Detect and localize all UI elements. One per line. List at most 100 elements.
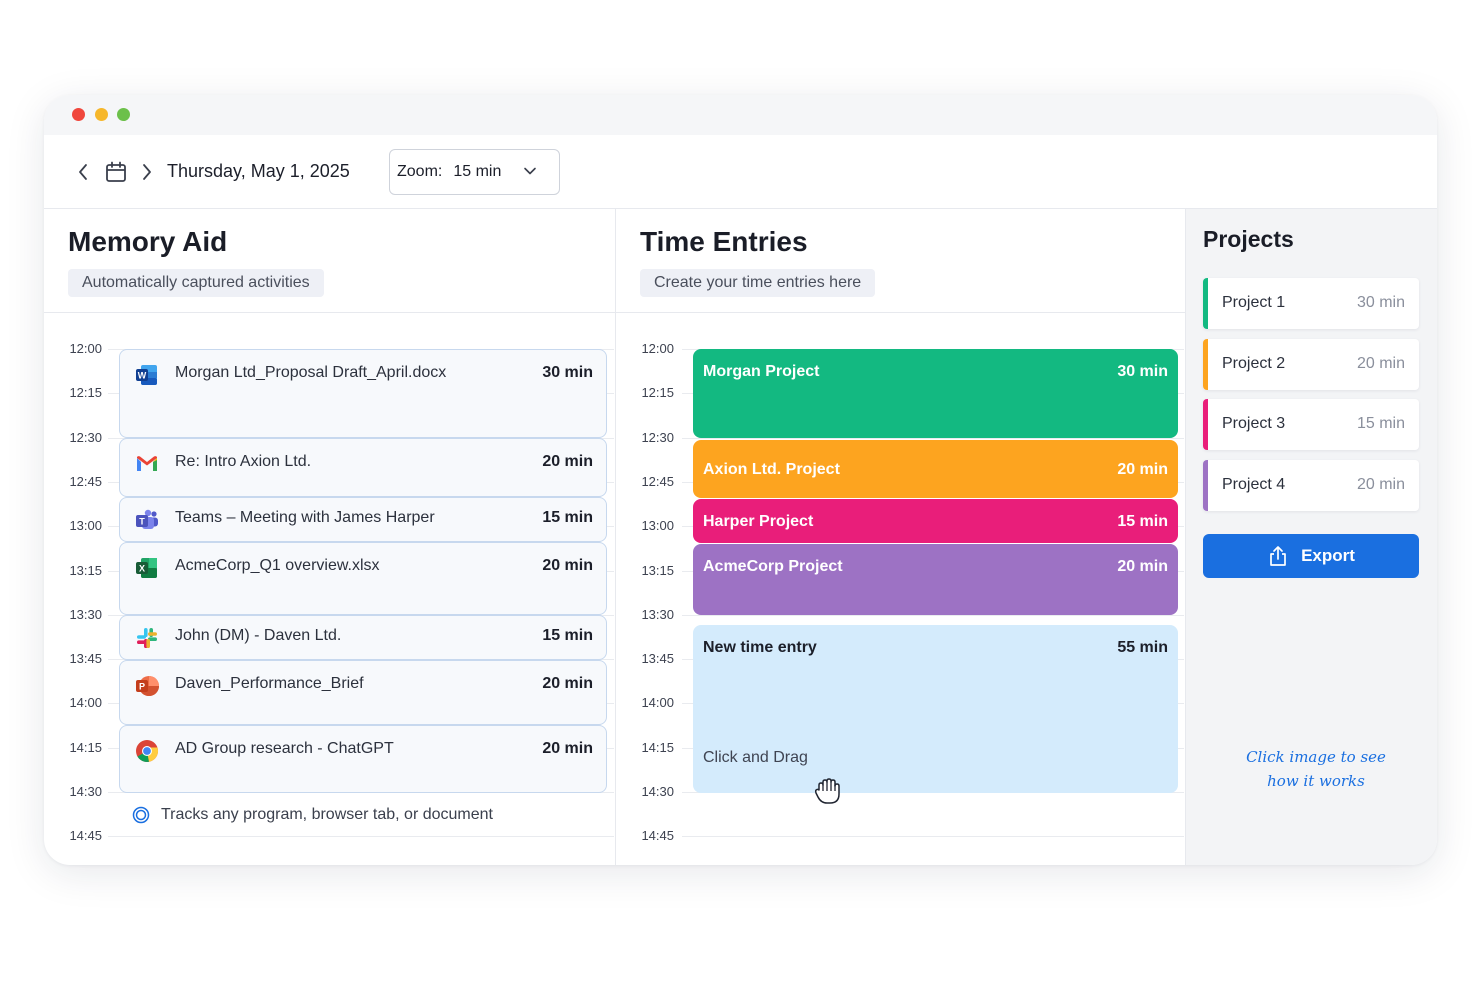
time-entry-name: AcmeCorp Project [703, 558, 843, 575]
activity-name: Morgan Ltd_Proposal Draft_April.docx [175, 364, 447, 381]
time-entry-duration: 20 min [1117, 558, 1168, 575]
activity-name: AcmeCorp_Q1 overview.xlsx [175, 557, 380, 574]
previous-day-button[interactable] [73, 160, 93, 184]
activity-item[interactable]: AD Group research - ChatGPT 20 min [119, 725, 607, 793]
calendar-icon [106, 161, 126, 182]
project-item[interactable]: Project 2 20 min [1203, 339, 1419, 390]
time-label: 12:30 [641, 429, 674, 445]
activity-duration: 15 min [542, 627, 593, 644]
click-image-note[interactable]: Click image to see how it works [1226, 745, 1406, 793]
time-label: 13:30 [641, 606, 674, 622]
memory-aid-subtitle: Automatically captured activities [68, 269, 324, 297]
project-item[interactable]: Project 4 20 min [1203, 460, 1419, 511]
activity-duration: 15 min [542, 509, 593, 526]
activity-item[interactable]: X AcmeCorp_Q1 overview.xlsx 20 min [119, 542, 607, 615]
time-label: 12:15 [641, 385, 674, 401]
next-day-button[interactable] [137, 160, 157, 184]
time-entries-title: Time Entries [640, 226, 808, 257]
new-time-entry-name: New time entry [703, 639, 817, 656]
export-button[interactable]: Export [1203, 534, 1419, 578]
project-color-bar [1203, 460, 1208, 511]
time-entries-subtitle: Create your time entries here [640, 269, 876, 297]
time-label: 13:15 [69, 562, 102, 578]
close-window-button[interactable] [72, 108, 85, 121]
time-label: 12:15 [69, 385, 102, 401]
zoom-label: Zoom: [397, 163, 443, 180]
chrome-icon [136, 740, 159, 762]
time-entry-duration: 20 min [1117, 461, 1168, 478]
project-duration: 15 min [1356, 415, 1405, 432]
svg-text:W: W [138, 371, 147, 381]
time-label: 14:15 [69, 739, 102, 755]
new-time-entry[interactable]: New time entry 55 min Click and Drag [693, 625, 1178, 793]
time-entry-name: Harper Project [703, 513, 814, 530]
projects-panel: Projects Project 1 30 min Project 2 20 m… [1186, 209, 1437, 865]
time-entries-panel: Time Entries Create your time entries he… [616, 209, 1186, 865]
time-label: 12:00 [69, 341, 102, 356]
projects-title: Projects [1203, 226, 1294, 252]
time-label: 14:45 [69, 828, 102, 844]
time-label: 14:30 [641, 784, 674, 799]
grab-hand-icon [814, 778, 840, 804]
minimize-window-button[interactable] [95, 108, 108, 121]
activity-name: Re: Intro Axion Ltd. [175, 453, 312, 470]
time-entry[interactable]: Harper Project 15 min [693, 499, 1178, 543]
time-entry[interactable]: AcmeCorp Project 20 min [693, 544, 1178, 615]
project-color-bar [1203, 278, 1208, 329]
current-date: Thursday, May 1, 2025 [167, 161, 350, 181]
click-note-line2: how it works [1267, 772, 1365, 790]
activity-item[interactable]: T Teams – Meeting with James Harper 15 m… [119, 497, 607, 542]
project-duration: 30 min [1356, 294, 1405, 311]
share-export-icon [1270, 546, 1286, 566]
excel-icon: X [136, 558, 157, 578]
time-gridline [108, 836, 614, 838]
project-name: Project 2 [1222, 355, 1286, 372]
activity-name: Teams – Meeting with James Harper [175, 509, 435, 526]
activity-duration: 20 min [542, 557, 593, 574]
time-label: 14:00 [69, 695, 102, 711]
time-label: 14:45 [641, 828, 674, 844]
time-entry-name: Morgan Project [703, 363, 820, 380]
memory-aid-header: Memory Aid Automatically captured activi… [44, 209, 615, 313]
chevron-down-icon [524, 167, 536, 175]
time-label: 13:45 [641, 651, 674, 667]
activity-duration: 30 min [542, 364, 593, 381]
time-label: 13:15 [641, 562, 674, 578]
zoom-select[interactable]: Zoom: 15 min [389, 149, 560, 195]
chevron-left-icon [79, 164, 87, 180]
activity-item[interactable]: P Daven_Performance_Brief 20 min [119, 660, 607, 725]
activity-duration: 20 min [542, 453, 593, 470]
slack-icon [137, 628, 157, 648]
activity-item[interactable]: Re: Intro Axion Ltd. 20 min [119, 438, 607, 497]
time-label: 13:30 [69, 606, 102, 622]
time-label: 13:00 [69, 518, 102, 534]
project-item[interactable]: Project 3 15 min [1203, 399, 1419, 450]
activity-item[interactable]: W Morgan Ltd_Proposal Draft_April.docx 3… [119, 349, 607, 438]
click-and-drag-hint: Click and Drag [703, 749, 808, 766]
project-item[interactable]: Project 1 30 min [1203, 278, 1419, 329]
word-icon: W [136, 365, 157, 385]
app-window: Thursday, May 1, 2025 Zoom: 15 min Memor… [44, 95, 1437, 865]
new-time-entry-duration: 55 min [1117, 639, 1168, 656]
svg-text:P: P [139, 682, 145, 692]
activity-item[interactable]: John (DM) - Daven Ltd. 15 min [119, 615, 607, 660]
time-entry-duration: 15 min [1117, 513, 1168, 530]
activity-duration: 20 min [542, 675, 593, 692]
project-name: Project 4 [1222, 476, 1286, 493]
project-name: Project 3 [1222, 415, 1286, 432]
project-duration: 20 min [1356, 476, 1405, 493]
memory-aid-title: Memory Aid [68, 226, 228, 257]
time-entry[interactable]: Morgan Project 30 min [693, 349, 1178, 438]
time-entries-header: Time Entries Create your time entries he… [616, 209, 1185, 313]
tracks-note: Tracks any program, browser tab, or docu… [132, 806, 493, 824]
calendar-button[interactable] [104, 160, 128, 184]
gmail-icon [137, 456, 157, 471]
radar-icon [132, 806, 150, 824]
time-entry-name: Axion Ltd. Project [703, 461, 840, 478]
export-label: Export [1301, 546, 1355, 565]
project-color-bar [1203, 399, 1208, 450]
time-label: 12:45 [641, 473, 674, 489]
click-note-line1: Click image to see [1246, 748, 1386, 766]
maximize-window-button[interactable] [117, 108, 130, 121]
time-entry[interactable]: Axion Ltd. Project 20 min [693, 440, 1178, 498]
